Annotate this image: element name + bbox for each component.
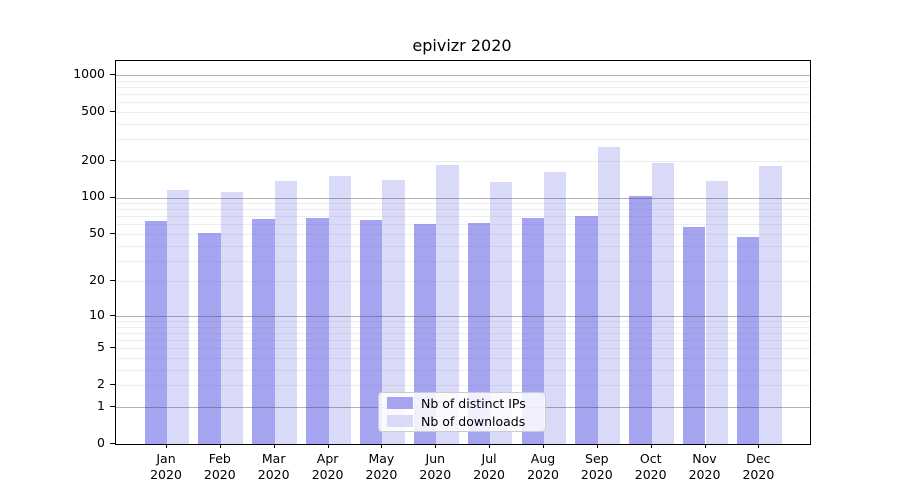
y-tick-mark-100: [110, 196, 115, 198]
y-tick-mark-0: [110, 443, 115, 444]
bar-ips-aug-2020: [521, 217, 544, 444]
y-tick-mark-1: [110, 406, 115, 407]
legend-label-distinct-ips: Nb of distinct IPs: [421, 395, 526, 411]
x-tick-mark-apr: [327, 444, 329, 448]
bar-ips-may-2020: [360, 220, 383, 444]
x-tick-mark-jan: [166, 444, 167, 448]
bar-ips-oct-2020: [629, 195, 652, 444]
x-tick-label-feb: Feb 2020: [203, 451, 236, 482]
x-tick-mark-jun: [435, 444, 437, 448]
x-tick-label-nov: Nov 2020: [688, 451, 721, 482]
bar-downloads-nov-2020: [705, 181, 728, 444]
bar-ips-apr-2020: [306, 217, 329, 444]
bar-ips-nov-2020: [683, 227, 706, 444]
bar-downloads-sep-2020: [597, 146, 621, 444]
x-tick-mark-sep: [596, 444, 598, 448]
x-tick-label-may: May 2020: [365, 451, 398, 482]
y-tick-mark-200: [110, 159, 115, 161]
bar-ips-feb-2020: [198, 232, 221, 444]
bar-ips-dec-2020: [737, 237, 760, 444]
x-tick-mark-jul: [489, 444, 491, 448]
bar-downloads-dec-2020: [759, 165, 782, 444]
y-tick-mark-2: [110, 384, 115, 386]
legend-item-downloads: Nb of downloads: [379, 414, 545, 429]
y-tick-mark-5: [110, 347, 115, 349]
y-tick-mark-1000: [110, 73, 115, 75]
legend-swatch-downloads: [387, 415, 413, 427]
y-tick-mark-500: [110, 110, 115, 112]
legend-label-downloads: Nb of downloads: [421, 413, 526, 429]
y-tick-label-20: 20: [89, 272, 105, 288]
x-tick-mark-mar: [273, 444, 275, 448]
bar-downloads-jul-2020: [490, 182, 513, 444]
y-tick-mark-10: [110, 314, 115, 316]
x-tick-mark-may: [381, 444, 383, 448]
bar-ips-jun-2020: [413, 224, 437, 444]
bar-ips-jan-2020: [144, 221, 167, 444]
x-tick-label-apr: Apr 2020: [311, 451, 344, 482]
bar-downloads-apr-2020: [328, 176, 351, 444]
legend-swatch-distinct-ips: [387, 397, 413, 409]
x-tick-mark-aug: [543, 444, 544, 448]
bar-downloads-may-2020: [382, 180, 405, 444]
x-tick-mark-nov: [704, 444, 706, 448]
y-tick-label-500: 500: [81, 102, 105, 118]
y-tick-label-5: 5: [97, 339, 105, 355]
bar-downloads-oct-2020: [651, 163, 675, 444]
x-tick-mark-oct: [650, 444, 652, 448]
bar-downloads-feb-2020: [220, 191, 244, 444]
bar-downloads-jun-2020: [436, 165, 459, 444]
y-tick-label-100: 100: [81, 188, 105, 204]
y-tick-label-200: 200: [81, 151, 105, 167]
bars-layer: [116, 61, 810, 444]
y-tick-mark-50: [110, 233, 115, 234]
bar-ips-sep-2020: [575, 216, 598, 444]
y-tick-label-50: 50: [89, 224, 105, 240]
bar-downloads-aug-2020: [543, 171, 567, 444]
legend: Nb of distinct IPs Nb of downloads: [378, 392, 546, 432]
y-tick-mark-20: [110, 280, 115, 282]
x-tick-label-jul: Jul 2020: [473, 451, 505, 482]
bar-downloads-jan-2020: [167, 190, 190, 444]
bar-ips-mar-2020: [252, 219, 275, 444]
y-tick-label-0: 0: [97, 435, 105, 450]
x-tick-label-oct: Oct 2020: [634, 451, 667, 482]
plot-area: [115, 60, 811, 445]
y-tick-label-1000: 1000: [73, 65, 105, 81]
y-tick-label-1: 1: [97, 397, 105, 413]
x-tick-label-mar: Mar 2020: [257, 451, 290, 482]
x-tick-mark-feb: [219, 444, 221, 448]
x-tick-label-jan: Jan 2020: [150, 451, 182, 482]
x-tick-label-sep: Sep 2020: [580, 451, 613, 482]
y-tick-label-2: 2: [97, 376, 105, 392]
x-tick-label-jun: Jun 2020: [419, 451, 452, 482]
y-tick-label-10: 10: [89, 306, 105, 322]
bar-downloads-mar-2020: [274, 181, 298, 444]
chart-title: epivizr 2020: [412, 36, 512, 55]
bar-ips-jul-2020: [467, 222, 491, 444]
x-tick-label-dec: Dec 2020: [742, 451, 775, 482]
x-tick-label-aug: Aug 2020: [527, 451, 559, 482]
x-tick-mark-dec: [758, 444, 760, 448]
legend-item-distinct-ips: Nb of distinct IPs: [379, 396, 545, 411]
